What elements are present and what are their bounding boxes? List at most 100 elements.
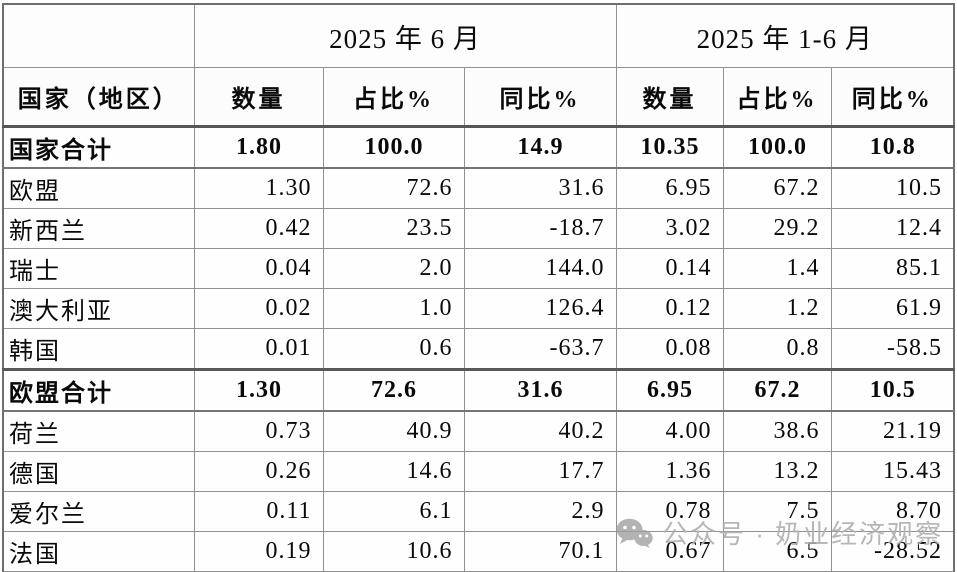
table-cell: 0.26 [193, 451, 324, 492]
table-cell: 14.9 [463, 125, 617, 169]
row-label: 欧盟合计 [2, 368, 195, 412]
table-cell: 0.19 [193, 531, 324, 572]
row-germany: 德国 0.26 14.6 17.7 1.36 13.2 15.43 [2, 451, 955, 492]
table-cell: 14.6 [322, 451, 465, 492]
table-cell: 0.67 [615, 531, 724, 572]
table-cell: 6.1 [322, 491, 465, 532]
table-cell: 6.95 [615, 368, 724, 412]
table-cell: 1.4 [722, 248, 832, 289]
table-cell: -18.7 [463, 208, 617, 249]
table-cell: 1.30 [193, 167, 324, 209]
row-label: 国家合计 [2, 125, 195, 169]
row-label: 法国 [2, 531, 195, 572]
row-label: 新西兰 [2, 208, 195, 249]
table-cell: -63.7 [463, 328, 617, 370]
table-cell: 0.14 [615, 248, 724, 289]
table-cell: 1.0 [322, 288, 465, 329]
period-header-june: 2025 年 6 月 [193, 3, 617, 68]
row-label: 韩国 [2, 328, 195, 370]
table-cell: 0.6 [322, 328, 465, 370]
col-header-quantity-1: 数量 [193, 67, 324, 128]
row-label: 德国 [2, 451, 195, 492]
table-cell: 0.08 [615, 328, 724, 370]
col-header-share-2: 占比% [722, 67, 832, 128]
row-france: 法国 0.19 10.6 70.1 0.67 6.5 -28.52 [2, 531, 955, 572]
row-label: 瑞士 [2, 248, 195, 289]
table-cell: 2.0 [322, 248, 465, 289]
table-cell: 15.43 [830, 451, 955, 492]
table-cell: 0.04 [193, 248, 324, 289]
table-cell: 100.0 [322, 125, 465, 169]
table-cell: -28.52 [830, 531, 955, 572]
row-label: 澳大利亚 [2, 288, 195, 329]
table-cell: 126.4 [463, 288, 617, 329]
table-cell: 40.2 [463, 410, 617, 452]
table-cell: 0.12 [615, 288, 724, 329]
table-cell: 6.95 [615, 167, 724, 209]
table-cell: 10.35 [615, 125, 724, 169]
table-header: 2025 年 6 月 2025 年 1-6 月 国家（地区） 数量 占比% 同比… [2, 3, 955, 128]
table-cell: 61.9 [830, 288, 955, 329]
table-cell: 31.6 [463, 368, 617, 412]
row-eu-total: 欧盟合计 1.30 72.6 31.6 6.95 67.2 10.5 [2, 368, 955, 412]
table-cell: 10.5 [830, 368, 955, 412]
table-cell: 0.11 [193, 491, 324, 532]
table-cell: 0.02 [193, 288, 324, 329]
table-cell: 0.42 [193, 208, 324, 249]
row-total-all-countries: 国家合计 1.80 100.0 14.9 10.35 100.0 10.8 [2, 125, 955, 169]
table-cell: 3.02 [615, 208, 724, 249]
table-cell: 23.5 [322, 208, 465, 249]
table-cell: 2.9 [463, 491, 617, 532]
table-cell: 40.9 [322, 410, 465, 452]
table-cell: 17.7 [463, 451, 617, 492]
table-cell: -58.5 [830, 328, 955, 370]
table-cell: 0.78 [615, 491, 724, 532]
table-cell: 67.2 [722, 167, 832, 209]
col-header-quantity-2: 数量 [615, 67, 724, 128]
table-cell: 67.2 [722, 368, 832, 412]
corner-cell [2, 3, 195, 68]
table-cell: 8.70 [830, 491, 955, 532]
table-cell: 72.6 [322, 167, 465, 209]
col-header-yoy-1: 同比% [463, 67, 617, 128]
table-cell: 85.1 [830, 248, 955, 289]
table-cell: 1.30 [193, 368, 324, 412]
row-eu: 欧盟 1.30 72.6 31.6 6.95 67.2 10.5 [2, 167, 955, 209]
table-cell: 0.73 [193, 410, 324, 452]
row-ireland: 爱尔兰 0.11 6.1 2.9 0.78 7.5 8.70 [2, 491, 955, 532]
table-cell: 0.8 [722, 328, 832, 370]
import-source-table: 2025 年 6 月 2025 年 1-6 月 国家（地区） 数量 占比% 同比… [2, 3, 956, 572]
table-cell: 29.2 [722, 208, 832, 249]
table-body: 国家合计 1.80 100.0 14.9 10.35 100.0 10.8 欧盟… [2, 125, 955, 572]
col-header-share-1: 占比% [322, 67, 465, 128]
table-cell: 100.0 [722, 125, 832, 169]
table-cell: 1.80 [193, 125, 324, 169]
table-cell: 1.2 [722, 288, 832, 329]
row-netherlands: 荷兰 0.73 40.9 40.2 4.00 38.6 21.19 [2, 410, 955, 452]
table-cell: 13.2 [722, 451, 832, 492]
col-header-yoy-2: 同比% [830, 67, 955, 128]
column-header-row: 国家（地区） 数量 占比% 同比% 数量 占比% 同比% [2, 67, 955, 128]
row-label: 荷兰 [2, 410, 195, 452]
col-header-country-region: 国家（地区） [2, 67, 195, 128]
row-south-korea: 韩国 0.01 0.6 -63.7 0.08 0.8 -58.5 [2, 328, 955, 370]
table-cell: 70.1 [463, 531, 617, 572]
table-cell: 7.5 [722, 491, 832, 532]
table-cell: 10.8 [830, 125, 955, 169]
table-cell: 144.0 [463, 248, 617, 289]
table-cell: 38.6 [722, 410, 832, 452]
period-header-row: 2025 年 6 月 2025 年 1-6 月 [2, 3, 955, 68]
table-cell: 31.6 [463, 167, 617, 209]
table-cell: 10.6 [322, 531, 465, 572]
table-cell: 12.4 [830, 208, 955, 249]
row-australia: 澳大利亚 0.02 1.0 126.4 0.12 1.2 61.9 [2, 288, 955, 329]
table-cell: 21.19 [830, 410, 955, 452]
table-cell: 72.6 [322, 368, 465, 412]
table-cell: 0.01 [193, 328, 324, 370]
table-cell: 1.36 [615, 451, 724, 492]
table-cell: 6.5 [722, 531, 832, 572]
row-label: 爱尔兰 [2, 491, 195, 532]
table-cell: 10.5 [830, 167, 955, 209]
row-switzerland: 瑞士 0.04 2.0 144.0 0.14 1.4 85.1 [2, 248, 955, 289]
